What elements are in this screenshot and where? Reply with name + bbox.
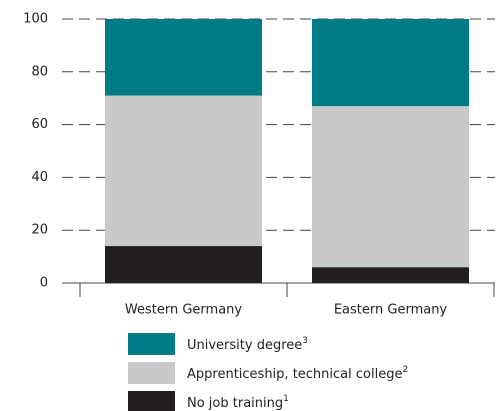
x-tick-label: Eastern Germany xyxy=(334,303,448,318)
legend-footnote: 3 xyxy=(302,336,308,346)
legend-name: No job training xyxy=(187,396,283,411)
legend-footnote: 2 xyxy=(402,365,408,375)
legend-label: No job training1 xyxy=(187,394,289,411)
legend-name: University degree xyxy=(187,338,302,353)
bar-segment xyxy=(105,95,262,247)
legend-label: University degree3 xyxy=(187,336,308,353)
x-tick-label: Western Germany xyxy=(125,303,243,318)
legend-swatch xyxy=(128,333,175,355)
y-tick-label: 0 xyxy=(40,276,48,291)
bar-segment xyxy=(312,106,469,268)
bar-segment xyxy=(105,246,262,283)
y-tick-label: 80 xyxy=(31,64,48,79)
y-tick-label: 20 xyxy=(31,223,48,238)
legend-name: Apprenticeship, technical college xyxy=(187,367,402,382)
legend-swatch xyxy=(128,391,175,411)
y-tick-label: 40 xyxy=(31,170,48,185)
legend-label: Apprenticeship, technical college2 xyxy=(187,365,408,382)
legend-swatch xyxy=(128,362,175,384)
bar-segment xyxy=(312,19,469,107)
bar-segment xyxy=(312,267,469,283)
legend-footnote: 1 xyxy=(283,394,289,404)
y-tick-label: 100 xyxy=(23,12,48,27)
bar-segment xyxy=(105,19,262,96)
y-tick-label: 60 xyxy=(31,117,48,132)
